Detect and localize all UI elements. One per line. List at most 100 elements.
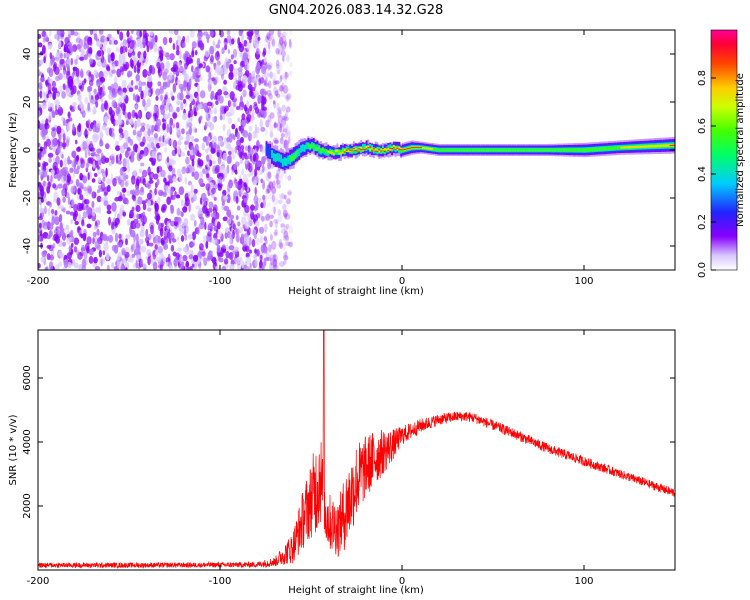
ridge-cell (667, 144, 670, 147)
ridge-cell (649, 145, 652, 148)
noise-dot (83, 36, 87, 46)
ridge-cell (618, 146, 621, 150)
noise-dot (247, 147, 254, 156)
noise-dot (235, 105, 241, 111)
noise-dot (115, 145, 121, 152)
noise-dot (151, 161, 156, 166)
noise-dot (208, 79, 213, 86)
noise-dot (273, 121, 277, 129)
noise-dot (241, 118, 247, 127)
noise-dot (241, 216, 247, 225)
noise-dot (172, 123, 176, 129)
noise-dot (275, 93, 281, 98)
noise-dot (277, 48, 283, 56)
noise-dot (283, 114, 287, 122)
noise-dot (182, 36, 186, 42)
noise-dot (275, 265, 280, 270)
noise-dot (215, 164, 220, 173)
noise-dot (113, 39, 118, 45)
noise-dot (284, 75, 288, 83)
ridge-cell (276, 152, 279, 162)
noise-dot (176, 236, 180, 241)
noise-dot (259, 119, 263, 128)
noise-dot (119, 208, 123, 217)
spectrogram-xtick-label: 0 (399, 276, 405, 287)
noise-dot (78, 182, 84, 187)
noise-dot (288, 225, 294, 235)
ridge-cell (449, 148, 452, 152)
noise-dot (47, 83, 52, 92)
ridge-cell (425, 147, 428, 150)
noise-dot (163, 231, 168, 237)
ridge-cell (414, 147, 417, 148)
noise-dot (285, 223, 290, 230)
noise-dot (160, 107, 165, 115)
noise-dot (248, 132, 251, 142)
noise-dot (60, 205, 64, 210)
noise-dot (276, 262, 280, 267)
noise-dot (101, 141, 104, 147)
ridge-cell (423, 147, 426, 149)
noise-dot (172, 43, 176, 51)
noise-dot (285, 110, 288, 119)
noise-dot (284, 213, 287, 220)
noise-dot (268, 80, 272, 89)
noise-dot (96, 195, 102, 203)
ridge-cell (622, 146, 625, 149)
noise-dot (116, 30, 120, 35)
noise-dot (185, 250, 189, 255)
noise-dot (272, 180, 276, 189)
noise-dot (74, 168, 80, 175)
noise-dot (173, 220, 178, 227)
noise-dot (285, 72, 290, 79)
ridge-cell (318, 145, 321, 150)
noise-dot (242, 130, 249, 138)
noise-dot (59, 52, 63, 59)
noise-dot (154, 244, 158, 250)
ridge-cell (340, 152, 343, 155)
noise-dot (150, 126, 154, 136)
ridge-cell (567, 148, 570, 152)
noise-dot (250, 30, 254, 35)
ridge-cell (600, 147, 603, 151)
noise-dot (268, 244, 272, 253)
noise-dot (122, 211, 127, 217)
noise-dot (84, 199, 90, 205)
noise-dot (164, 104, 169, 111)
noise-dot (134, 188, 140, 196)
noise-dot (170, 244, 175, 252)
noise-dot (276, 121, 282, 132)
ridge-cell (358, 148, 361, 150)
noise-dot (241, 233, 244, 238)
ridge-cell (487, 148, 490, 152)
noise-dot (202, 235, 207, 244)
noise-dot (271, 194, 275, 203)
noise-dot (206, 255, 211, 262)
noise-dot (263, 80, 267, 86)
noise-dot (110, 115, 115, 123)
noise-dot (286, 95, 290, 102)
noise-dot (106, 204, 112, 211)
noise-dot (176, 79, 181, 86)
noise-dot (119, 167, 124, 176)
noise-dot (239, 256, 243, 262)
noise-dot (284, 235, 290, 243)
noise-dot (139, 43, 144, 49)
noise-dot (287, 130, 291, 138)
noise-dot (131, 253, 136, 258)
noise-dot (138, 57, 142, 63)
noise-dot (63, 52, 67, 59)
noise-dot (281, 104, 287, 112)
noise-dot (248, 219, 253, 227)
noise-dot (284, 126, 290, 136)
noise-dot (249, 104, 253, 112)
noise-dot (269, 220, 273, 228)
ridge-cell (445, 148, 448, 152)
noise-dot (228, 252, 234, 260)
noise-dot (182, 99, 187, 104)
noise-dot (83, 54, 88, 61)
noise-dot (39, 230, 43, 237)
noise-dot (53, 191, 59, 201)
noise-dot (283, 225, 288, 232)
noise-dot (190, 184, 194, 194)
